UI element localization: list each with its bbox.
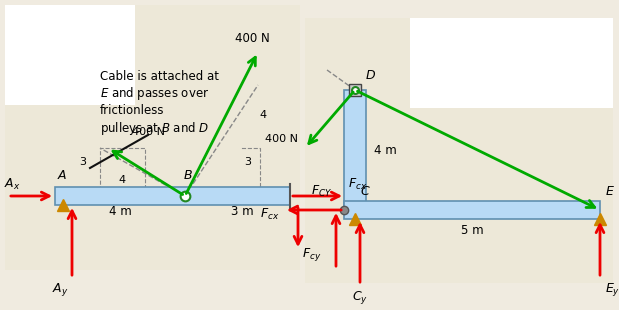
Text: 3 m: 3 m — [231, 205, 253, 218]
Text: 5 m: 5 m — [461, 224, 483, 237]
FancyBboxPatch shape — [344, 90, 366, 210]
Text: 3: 3 — [79, 157, 87, 167]
Text: 4 m: 4 m — [374, 144, 397, 157]
Text: $E$: $E$ — [605, 185, 615, 198]
Text: $A$: $A$ — [57, 169, 67, 182]
Text: $F_{CY}$: $F_{CY}$ — [311, 184, 332, 199]
Text: $F_{cy}$: $F_{cy}$ — [302, 246, 321, 263]
Text: $C$: $C$ — [360, 185, 371, 198]
FancyBboxPatch shape — [305, 18, 613, 283]
Text: 400 N: 400 N — [235, 32, 269, 45]
Text: Cable is attached at
$E$ and passes over
frictionless
pulleys at $B$ and $D$: Cable is attached at $E$ and passes over… — [100, 70, 219, 137]
FancyBboxPatch shape — [344, 201, 600, 219]
Text: $F_{cx}$: $F_{cx}$ — [260, 207, 279, 222]
Text: 4: 4 — [118, 175, 126, 185]
FancyBboxPatch shape — [5, 5, 135, 105]
Text: 400 N: 400 N — [132, 127, 165, 137]
Text: $B$: $B$ — [183, 169, 193, 182]
Text: $F_{cx}$: $F_{cx}$ — [348, 177, 367, 192]
Text: $E_y$: $E_y$ — [605, 281, 619, 298]
FancyBboxPatch shape — [410, 18, 613, 108]
Text: $D$: $D$ — [365, 69, 376, 82]
FancyBboxPatch shape — [5, 5, 300, 270]
FancyBboxPatch shape — [55, 187, 290, 205]
Text: $C_y$: $C_y$ — [352, 289, 368, 306]
Text: $A_y$: $A_y$ — [52, 281, 68, 298]
Text: 4: 4 — [259, 110, 267, 120]
Text: $A_x$: $A_x$ — [4, 177, 20, 192]
Text: 400 N: 400 N — [265, 134, 298, 144]
FancyBboxPatch shape — [349, 84, 361, 96]
Text: 4 m: 4 m — [108, 205, 131, 218]
Text: 3: 3 — [245, 157, 251, 167]
